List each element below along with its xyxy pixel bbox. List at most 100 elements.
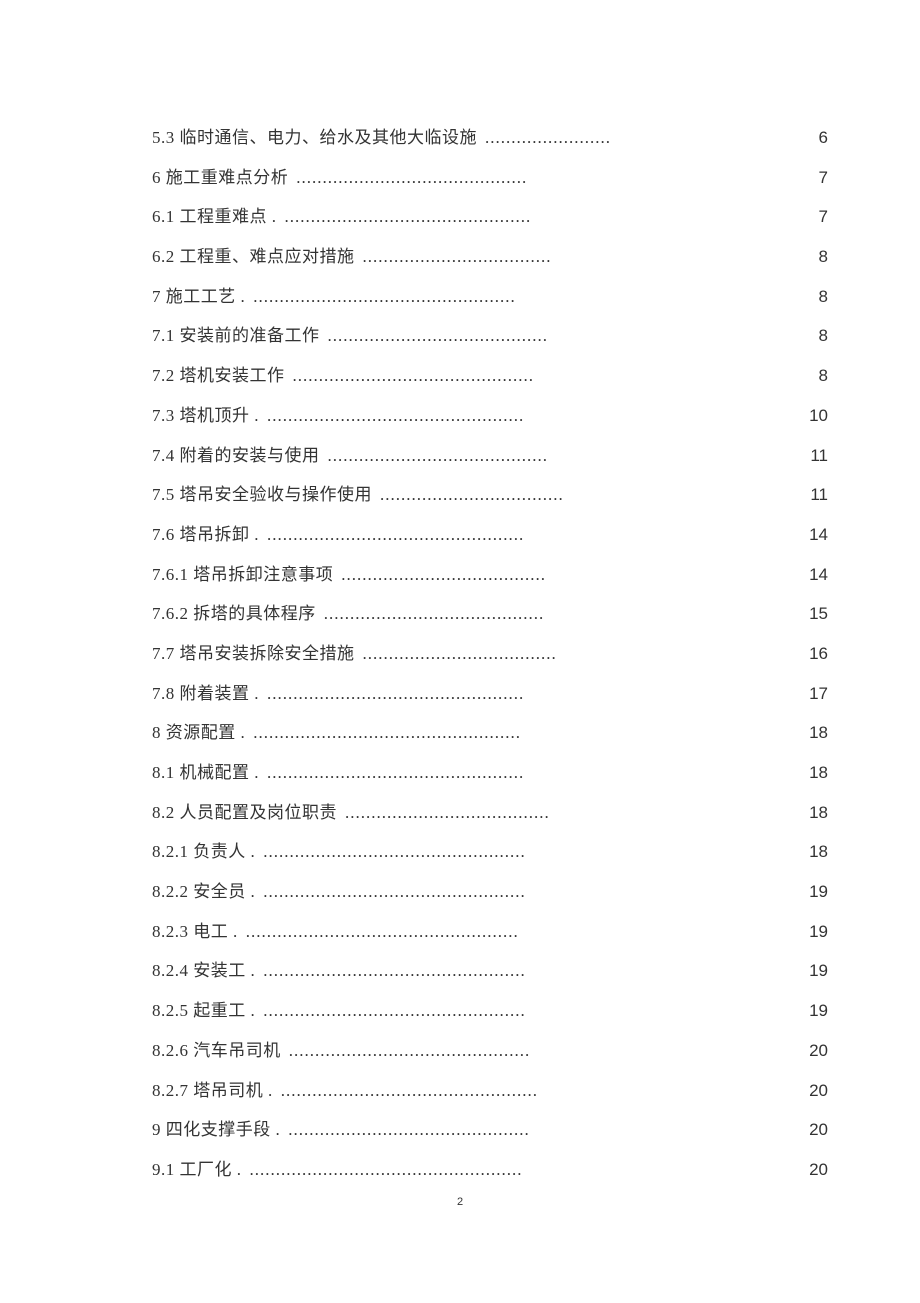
toc-entry: 8.2.7 塔吊司机 .............................… (152, 1078, 828, 1104)
toc-entry: 7.2 塔机安装工作..............................… (152, 363, 828, 389)
toc-entry-dots: ....................................... (345, 800, 550, 826)
toc-entry-dots: .................................... (363, 244, 552, 270)
toc-entry: 8.2 人员配置及岗位职责...........................… (152, 800, 828, 826)
toc-entry-dots: ................................... (380, 482, 564, 508)
page-number: 2 (457, 1196, 463, 1208)
toc-entry-label: 7.5 塔吊安全验收与操作使用 (152, 482, 372, 508)
toc-entry-label: 8.2.6 汽车吊司机 (152, 1038, 281, 1064)
toc-entry-page: 10 (804, 403, 828, 429)
toc-entry-page: 19 (804, 879, 828, 905)
toc-entry-dots: ....................................... (341, 562, 546, 588)
toc-entry-dots: ........................................… (296, 165, 527, 191)
toc-entry-label: 9.1 工厂化 . (152, 1157, 242, 1183)
toc-entry-label: 7.1 安装前的准备工作 (152, 323, 320, 349)
toc-entry-label: 8 资源配置 . (152, 720, 245, 746)
toc-entry-page: 6 (804, 125, 828, 151)
toc-entry-page: 15 (804, 601, 828, 627)
toc-entry-dots: ........................................… (267, 760, 524, 786)
toc-entry: 7.7 塔吊安装拆除安全措施..........................… (152, 641, 828, 667)
toc-entry-label: 7.2 塔机安装工作 (152, 363, 285, 389)
toc-entry-dots: ........................................… (324, 601, 545, 627)
toc-entry-label: 6.1 工程重难点 . (152, 204, 277, 230)
toc-entry-page: 11 (804, 482, 828, 508)
toc-entry-page: 8 (804, 244, 828, 270)
toc-entry-dots: ........................................… (267, 403, 524, 429)
toc-entry-dots: ........................................… (253, 284, 516, 310)
toc-entry-label: 7.4 附着的安装与使用 (152, 443, 320, 469)
toc-entry-label: 8.2.1 负责人 . (152, 839, 255, 865)
toc-entry-dots: ........................................… (263, 839, 526, 865)
toc-entry: 7.1 安装前的准备工作............................… (152, 323, 828, 349)
toc-entry-dots: ........................................… (263, 958, 526, 984)
toc-entry: 8.2.1 负责人 ..............................… (152, 839, 828, 865)
toc-entry: 5.3 临时通信、电力、给水及其他大临设施...................… (152, 125, 828, 151)
toc-entry-page: 16 (804, 641, 828, 667)
toc-entry-label: 9 四化支撑手段 . (152, 1117, 280, 1143)
toc-entry-page: 18 (804, 800, 828, 826)
toc-entry-page: 11 (804, 443, 828, 469)
toc-entry-dots: ........................................… (328, 323, 549, 349)
toc-entry-label: 8.2.7 塔吊司机 . (152, 1078, 273, 1104)
toc-entry-label: 8.2 人员配置及岗位职责 (152, 800, 337, 826)
toc-entry-label: 7.6.1 塔吊拆卸注意事项 (152, 562, 333, 588)
toc-entry-dots: ........................................… (285, 204, 532, 230)
toc-entry-dots: ........................................… (328, 443, 549, 469)
toc-entry-dots: ........................................… (281, 1078, 538, 1104)
toc-entry-dots: ........................................… (288, 1117, 530, 1143)
toc-entry-page: 18 (804, 720, 828, 746)
toc-entry-dots: ........................................… (263, 879, 526, 905)
toc-entry: 8.2.6 汽车吊司机.............................… (152, 1038, 828, 1064)
toc-entry-label: 8.1 机械配置 . (152, 760, 259, 786)
toc-entry-label: 8.2.4 安装工 . (152, 958, 255, 984)
toc-entry: 7.5 塔吊安全验收与操作使用.........................… (152, 482, 828, 508)
toc-entry-label: 7.7 塔吊安装拆除安全措施 (152, 641, 355, 667)
toc-entry-label: 5.3 临时通信、电力、给水及其他大临设施 (152, 125, 477, 151)
toc-entry-dots: ........................ (485, 125, 611, 151)
toc-entry: 7.8 附着装置 ...............................… (152, 681, 828, 707)
toc-entry-dots: ........................................… (293, 363, 535, 389)
toc-entry-page: 19 (804, 919, 828, 945)
toc-entry-label: 7.6.2 拆塔的具体程序 (152, 601, 316, 627)
toc-entry: 7.6 塔吊拆卸 ...............................… (152, 522, 828, 548)
toc-entry: 8.2.2 安全员 ..............................… (152, 879, 828, 905)
toc-entry-dots: ........................................… (267, 681, 524, 707)
toc-entry: 6.2 工程重、难点应对措施..........................… (152, 244, 828, 270)
toc-entry-label: 8.2.2 安全员 . (152, 879, 255, 905)
toc-entry-dots: ........................................… (250, 1157, 523, 1183)
toc-entry: 7.6.2 拆塔的具体程序...........................… (152, 601, 828, 627)
toc-entry: 7.3 塔机顶升 ...............................… (152, 403, 828, 429)
toc-entry-page: 7 (804, 204, 828, 230)
toc-entry-dots: ........................................… (263, 998, 526, 1024)
toc-entry-label: 7.6 塔吊拆卸 . (152, 522, 259, 548)
toc-entry: 6.1 工程重难点 ..............................… (152, 204, 828, 230)
toc-entry-dots: ........................................… (246, 919, 519, 945)
toc-entry-label: 6.2 工程重、难点应对措施 (152, 244, 355, 270)
toc-entry-label: 8.2.5 起重工 . (152, 998, 255, 1024)
toc-entry-dots: ........................................… (289, 1038, 531, 1064)
toc-entry-page: 18 (804, 760, 828, 786)
toc-entry-page: 17 (804, 681, 828, 707)
toc-entry-page: 8 (804, 284, 828, 310)
toc-entry-label: 7.3 塔机顶升 . (152, 403, 259, 429)
toc-entry-page: 8 (804, 363, 828, 389)
toc-entry: 7.4 附着的安装与使用............................… (152, 443, 828, 469)
toc-entry-page: 20 (804, 1078, 828, 1104)
toc-entry-page: 14 (804, 522, 828, 548)
toc-entry-dots: ........................................… (267, 522, 524, 548)
toc-entry: 9 四化支撑手段 ...............................… (152, 1117, 828, 1143)
toc-entry: 8.2.4 安装工 ..............................… (152, 958, 828, 984)
toc-entry-page: 20 (804, 1038, 828, 1064)
table-of-contents: 5.3 临时通信、电力、给水及其他大临设施...................… (152, 125, 828, 1182)
toc-entry: 7 施工工艺 .................................… (152, 284, 828, 310)
toc-entry-page: 7 (804, 165, 828, 191)
toc-entry-page: 19 (804, 958, 828, 984)
toc-entry: 8.2.3 电工 ...............................… (152, 919, 828, 945)
toc-entry-page: 20 (804, 1157, 828, 1183)
toc-entry-page: 20 (804, 1117, 828, 1143)
toc-entry-label: 7 施工工艺 . (152, 284, 245, 310)
toc-entry-page: 19 (804, 998, 828, 1024)
toc-entry-page: 14 (804, 562, 828, 588)
toc-entry-label: 8.2.3 电工 . (152, 919, 238, 945)
toc-entry-page: 18 (804, 839, 828, 865)
toc-entry-label: 6 施工重难点分析 (152, 165, 288, 191)
